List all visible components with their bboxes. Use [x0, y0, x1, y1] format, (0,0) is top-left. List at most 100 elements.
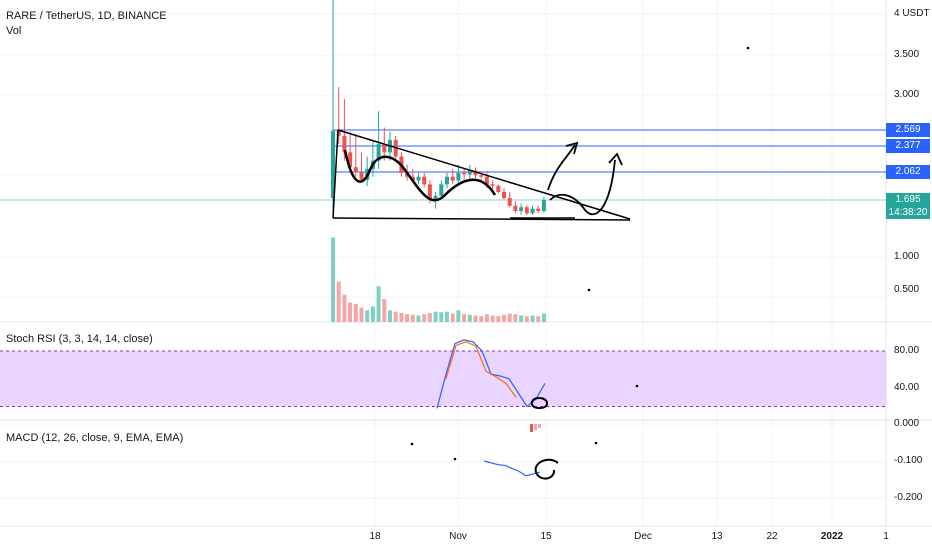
- volume-bar-33: [519, 315, 524, 322]
- dot-mark-0: [746, 46, 750, 50]
- candle-body-27: [484, 176, 489, 185]
- candle-body-33: [519, 207, 524, 212]
- volume-bar-34: [524, 316, 529, 322]
- candle-body-0: [331, 130, 335, 199]
- current-price: 1.695: [895, 194, 921, 205]
- candle-body-30: [502, 191, 506, 199]
- candle-body-5: [359, 172, 364, 180]
- volume-bar-13: [405, 314, 410, 322]
- volume-bar-2: [342, 294, 347, 322]
- volume-bar-18: [433, 311, 438, 322]
- macd-tick-1: -0.100: [894, 455, 923, 466]
- volume-bar-25: [473, 315, 478, 322]
- volume-bar-32: [513, 314, 518, 322]
- candle-body-26: [479, 175, 484, 177]
- volume-bar-28: [490, 315, 495, 322]
- symbol-title[interactable]: RARE / TetherUS, 1D, BINANCE: [6, 10, 167, 22]
- dot-mark-4: [453, 457, 457, 461]
- volume-bar-0: [331, 237, 335, 322]
- candle-body-3: [348, 152, 353, 168]
- time-label-6: 2022: [820, 531, 844, 542]
- macd-hist-bar-1: [534, 424, 537, 430]
- candle-body-8: [376, 144, 381, 161]
- triangle-base-line: [332, 217, 631, 221]
- macd-plot: [483, 424, 541, 477]
- price-tick-3: 1.000: [894, 251, 920, 262]
- grid-lines: [0, 0, 886, 526]
- candle-body-15: [416, 176, 421, 181]
- time-label-4: 13: [711, 531, 723, 542]
- volume-bar-5: [359, 307, 364, 322]
- volume-bar-24: [467, 314, 472, 322]
- stoch-d-line: [445, 341, 517, 398]
- volume-bar-23: [462, 314, 467, 322]
- volume-bar-35: [530, 315, 535, 322]
- macd-hist-bar-2: [538, 424, 541, 428]
- time-label-2: 15: [540, 531, 552, 542]
- macd-line: [483, 460, 541, 477]
- candle-body-19: [439, 184, 444, 196]
- volume-bar-7: [370, 306, 375, 322]
- wave-drawing: [343, 149, 497, 202]
- arrow-up-2-shaft: [549, 159, 616, 216]
- macd-hook-drawing: [534, 458, 559, 480]
- volume-bar-1: [336, 281, 341, 322]
- candle-body-22: [456, 172, 461, 181]
- macd-tick-0: 0.000: [894, 418, 920, 429]
- candle-body-34: [524, 207, 529, 214]
- candle-body-23: [462, 172, 467, 175]
- volume-bar-20: [445, 311, 449, 322]
- candle-body-36: [536, 208, 541, 212]
- volume-bar-21: [450, 313, 455, 322]
- pane-separators: [0, 0, 932, 527]
- volume-bar-6: [365, 310, 370, 322]
- level-badge-0: 2.569: [886, 123, 930, 137]
- volume-bar-22: [456, 310, 461, 322]
- stoch-rsi-label[interactable]: Stoch RSI (3, 3, 14, 14, close): [6, 333, 153, 345]
- stoch-tick-1: 40.00: [894, 382, 920, 393]
- candle-body-2: [342, 135, 347, 153]
- price-candles: [331, 0, 546, 215]
- volume-bar-10: [388, 310, 392, 322]
- volume-bar-9: [382, 299, 387, 322]
- macd-tick-2: -0.200: [894, 492, 923, 503]
- candle-body-9: [382, 144, 387, 153]
- current-price-badge: 1.695 14:38:20: [886, 193, 930, 219]
- volume-bar-19: [439, 312, 444, 322]
- volume-bar-11: [393, 311, 398, 322]
- volume-bar-8: [376, 286, 381, 322]
- dot-mark-5: [594, 441, 598, 445]
- stoch-band: [0, 351, 886, 407]
- price-tick-4: 0.500: [894, 283, 920, 295]
- macd-label[interactable]: MACD (12, 26, close, 9, EMA, EMA): [6, 432, 184, 444]
- candle-body-37: [541, 200, 546, 212]
- stoch-tick-0: 80.00: [894, 345, 920, 356]
- candle-body-21: [450, 176, 455, 181]
- arrow-up-1-head: [565, 141, 579, 155]
- volume-label[interactable]: Vol: [6, 25, 22, 37]
- candle-body-24: [467, 170, 472, 175]
- price-tick-1: 3.500: [894, 49, 920, 60]
- candle-body-29: [496, 185, 501, 192]
- candle-body-17: [427, 184, 432, 200]
- candle-body-31: [507, 198, 512, 206]
- level-badge-2: 2.062: [886, 165, 930, 179]
- time-label-1: Nov: [449, 531, 467, 542]
- arrow-up-1-shaft: [547, 144, 576, 191]
- candle-body-4: [353, 167, 358, 173]
- macd-hist-bar-0: [530, 424, 533, 432]
- candle-body-25: [473, 170, 478, 176]
- price-tick-0: 4 USDT: [894, 8, 930, 19]
- volume-bar-12: [399, 312, 404, 322]
- candle-body-28: [490, 184, 495, 186]
- volume-bar-14: [410, 314, 415, 322]
- volume-bar-26: [479, 316, 484, 322]
- arrow-up-2-head: [608, 152, 623, 166]
- volume-bar-37: [541, 313, 546, 322]
- volume-bar-36: [536, 316, 541, 322]
- candle-body-1: [336, 130, 341, 136]
- volume-bar-27: [484, 314, 489, 322]
- time-label-5: 22: [766, 531, 778, 542]
- triangle-left-line: [332, 129, 339, 219]
